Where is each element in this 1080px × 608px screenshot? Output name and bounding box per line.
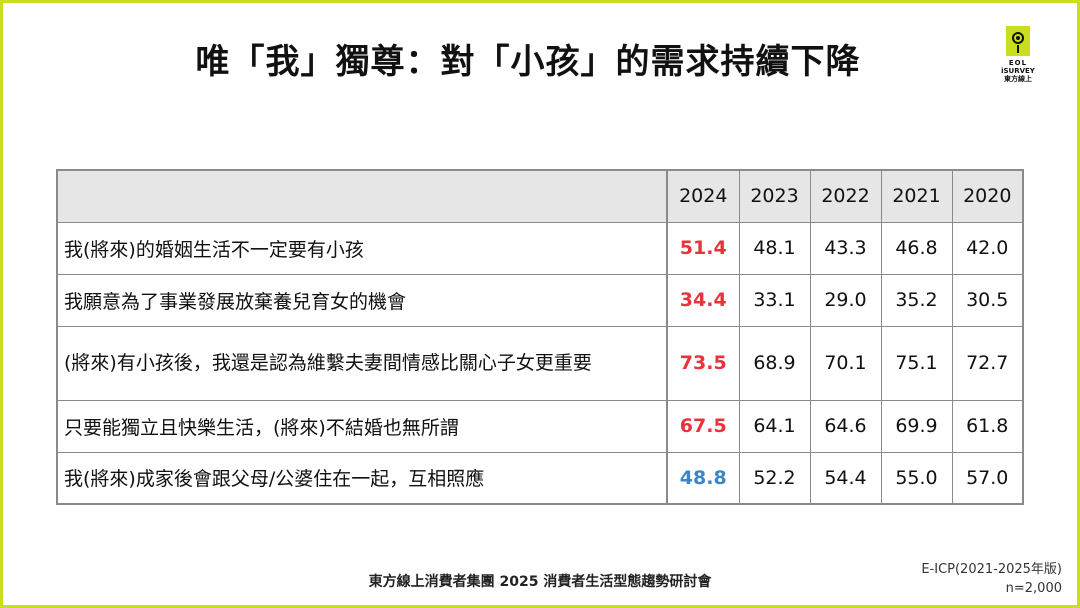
value-cell: 46.8 bbox=[880, 221, 953, 275]
value-cell: 69.9 bbox=[880, 399, 953, 453]
row-label: 只要能獨立且快樂生活，(將來)不結婚也無所謂 bbox=[56, 399, 668, 453]
row-label: 我(將來)成家後會跟父母/公婆住在一起，互相照應 bbox=[56, 451, 668, 505]
table-row: 只要能獨立且快樂生活，(將來)不結婚也無所謂 67.5 64.1 64.6 69… bbox=[56, 399, 1024, 453]
row-label: (將來)有小孩後，我還是認為維繫夫妻間情感比關心子女更重要 bbox=[56, 325, 668, 401]
value-cell: 43.3 bbox=[809, 221, 882, 275]
value-cell: 68.9 bbox=[738, 325, 811, 401]
logo-text-eol: EOL bbox=[1008, 59, 1028, 67]
logo-text-isurvey: iSURVEY bbox=[1001, 67, 1035, 75]
eol-isurvey-logo: EOL iSURVEY 東方線上 bbox=[990, 26, 1046, 88]
survey-table: 2024 2023 2022 2021 2020 我(將來)的婚姻生活不一定要有… bbox=[56, 169, 1024, 505]
value-cell: 42.0 bbox=[951, 221, 1024, 275]
value-cell: 75.1 bbox=[880, 325, 953, 401]
value-cell-2024: 73.5 bbox=[666, 325, 740, 401]
header-blank-cell bbox=[56, 169, 668, 223]
table-row: 我(將來)的婚姻生活不一定要有小孩 51.4 48.1 43.3 46.8 42… bbox=[56, 221, 1024, 275]
value-cell: 33.1 bbox=[738, 273, 811, 327]
table-row: 我願意為了事業發展放棄養兒育女的機會 34.4 33.1 29.0 35.2 3… bbox=[56, 273, 1024, 327]
logo-text-brand: 東方線上 bbox=[1004, 75, 1032, 83]
year-header: 2024 bbox=[666, 169, 740, 223]
value-cell: 54.4 bbox=[809, 451, 882, 505]
value-cell: 35.2 bbox=[880, 273, 953, 327]
year-header: 2020 bbox=[951, 169, 1024, 223]
row-label: 我(將來)的婚姻生活不一定要有小孩 bbox=[56, 221, 668, 275]
source-dataset: E-ICP(2021-2025年版) bbox=[921, 562, 1062, 577]
value-cell: 48.1 bbox=[738, 221, 811, 275]
year-header: 2023 bbox=[738, 169, 811, 223]
row-label: 我願意為了事業發展放棄養兒育女的機會 bbox=[56, 273, 668, 327]
value-cell: 52.2 bbox=[738, 451, 811, 505]
table-header-row: 2024 2023 2022 2021 2020 bbox=[56, 169, 1024, 223]
value-cell: 29.0 bbox=[809, 273, 882, 327]
year-header: 2021 bbox=[880, 169, 953, 223]
eye-icon bbox=[1006, 26, 1030, 56]
value-cell-2024: 48.8 bbox=[666, 451, 740, 505]
table-row: (將來)有小孩後，我還是認為維繫夫妻間情感比關心子女更重要 73.5 68.9 … bbox=[56, 325, 1024, 401]
source-note: E-ICP(2021-2025年版) n=2,000 bbox=[921, 560, 1062, 598]
value-cell: 64.1 bbox=[738, 399, 811, 453]
footer-event-name: 東方線上消費者集團 2025 消費者生活型態趨勢研討會 bbox=[368, 574, 712, 590]
sample-size: n=2,000 bbox=[1005, 581, 1062, 596]
value-cell-2024: 51.4 bbox=[666, 221, 740, 275]
value-cell: 64.6 bbox=[809, 399, 882, 453]
value-cell: 72.7 bbox=[951, 325, 1024, 401]
value-cell: 55.0 bbox=[880, 451, 953, 505]
value-cell: 61.8 bbox=[951, 399, 1024, 453]
value-cell: 70.1 bbox=[809, 325, 882, 401]
value-cell: 57.0 bbox=[951, 451, 1024, 505]
value-cell-2024: 34.4 bbox=[666, 273, 740, 327]
year-header: 2022 bbox=[809, 169, 882, 223]
page-title: 唯「我」獨尊：對「小孩」的需求持續下降 bbox=[195, 42, 861, 82]
table-row: 我(將來)成家後會跟父母/公婆住在一起，互相照應 48.8 52.2 54.4 … bbox=[56, 451, 1024, 505]
value-cell: 30.5 bbox=[951, 273, 1024, 327]
value-cell-2024: 67.5 bbox=[666, 399, 740, 453]
